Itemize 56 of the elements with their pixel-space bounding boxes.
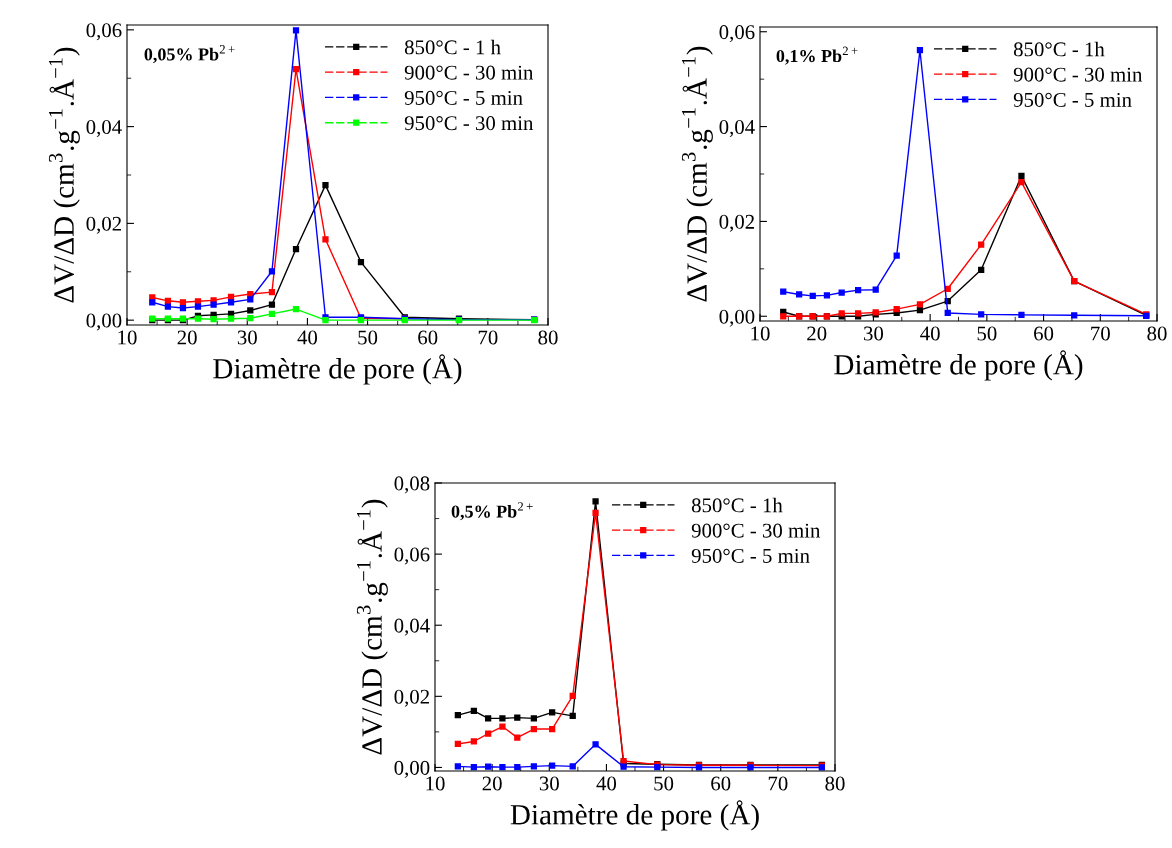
x-tick-label: 30 <box>237 330 257 345</box>
x-tick-label: 50 <box>977 326 997 341</box>
y-tick-label: 0,04 <box>394 618 430 636</box>
legend-label: 950°C - 5 min <box>691 548 810 563</box>
y-tick-label: 0,00 <box>86 313 122 331</box>
x-tick-label: 70 <box>1091 326 1110 341</box>
x-tick-label: 30 <box>864 326 884 341</box>
x-tick-label: 50 <box>358 330 378 345</box>
y-axis-title: ΔV/ΔD (cm$^{3}$.g$^{−1}$.Å$^{−1}$) <box>356 499 388 755</box>
annotation: 0,5% Pb$^{2+}$ <box>451 502 533 521</box>
y-tick-label: 0,02 <box>394 689 429 707</box>
x-tick-label: 80 <box>1147 326 1167 341</box>
legend-label: 850°C - 1h <box>1013 41 1105 57</box>
x-tick-label: 60 <box>418 330 438 345</box>
annotation: 0,05% Pb$^{2+}$ <box>144 45 235 64</box>
y-tick-label: 0,02 <box>719 214 754 232</box>
y-tick-label: 0,06 <box>719 25 755 43</box>
y-tick-label: 0,02 <box>86 216 121 234</box>
x-tick-label: 40 <box>596 776 617 791</box>
x-tick-label: 70 <box>768 776 788 791</box>
legend-label: 950°C - 5 min <box>404 90 523 105</box>
x-tick-label: 20 <box>482 776 502 791</box>
x-tick-label: 40 <box>920 326 940 341</box>
x-axis-title: Diamètre de pore (Å) <box>510 800 759 831</box>
x-tick-label: 60 <box>711 776 731 791</box>
legend-label: 900°C - 30 min <box>1013 67 1143 82</box>
y-tick-label: 0,00 <box>719 309 755 327</box>
x-tick-label: 80 <box>825 776 845 791</box>
legend-label: 900°C - 30 min <box>691 523 821 538</box>
y-tick-label: 0,04 <box>86 119 122 138</box>
x-tick-label: 10 <box>751 326 770 341</box>
x-tick-label: 10 <box>118 330 137 345</box>
x-tick-label: 60 <box>1034 326 1054 341</box>
legend-label: 950°C - 30 min <box>404 116 534 131</box>
x-tick-label: 40 <box>297 330 318 345</box>
x-tick-label: 50 <box>654 776 674 791</box>
x-tick-label: 10 <box>426 776 445 791</box>
x-axis-title: Diamètre de pore (Å) <box>213 354 462 385</box>
y-axis-title: ΔV/ΔD (cm$^{3}$.g$^{−1}$.Å$^{−1}$) <box>681 46 713 302</box>
x-tick-label: 80 <box>538 330 558 345</box>
y-tick-label: 0,08 <box>394 476 430 494</box>
legend-label: 950°C - 5 min <box>1013 92 1132 107</box>
x-tick-label: 30 <box>539 776 559 791</box>
y-axis-title: ΔV/ΔD (cm$^{3}$.g$^{−1}$.Å$^{−1}$) <box>48 47 80 303</box>
y-tick-label: 0,00 <box>394 760 430 778</box>
x-axis-title: Diamètre de pore (Å) <box>834 350 1083 381</box>
legend-label: 850°C - 1h <box>691 497 783 513</box>
x-tick-label: 20 <box>177 330 197 345</box>
y-tick-label: 0,06 <box>86 23 122 41</box>
legend-label: 850°C - 1 h <box>404 39 501 55</box>
x-tick-label: 20 <box>807 326 827 341</box>
y-tick-label: 0,06 <box>394 547 430 565</box>
annotation: 0,1% Pb$^{2+}$ <box>776 46 858 65</box>
x-tick-label: 70 <box>478 330 498 345</box>
y-tick-label: 0,04 <box>719 119 755 138</box>
legend-label: 900°C - 30 min <box>404 65 534 80</box>
